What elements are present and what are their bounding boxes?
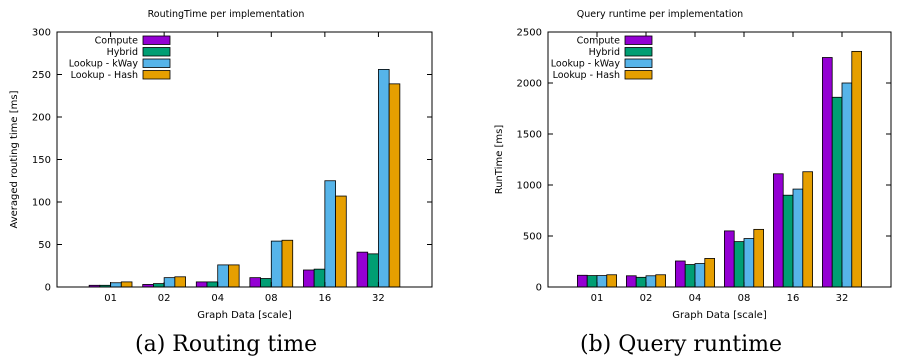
query-bar-compute-32 (821, 57, 833, 288)
routing-legend-swatch (142, 58, 171, 68)
routing-legend-label: Compute (95, 36, 138, 47)
routing-bar-compute-16 (303, 269, 315, 288)
query-legend-swatch (624, 35, 653, 45)
query-bar-lookup-hash-32 (851, 50, 862, 288)
query-bar-lookup-kway-04 (694, 263, 706, 288)
routing-bar-lookup-hash-04 (228, 264, 240, 288)
query-xtick-label: 16 (787, 293, 800, 304)
routing-bar-lookup-hash-32 (388, 83, 401, 288)
query-legend-label: Compute (577, 36, 620, 47)
query-yaxis-label: RunTime [ms] (494, 125, 505, 195)
routing-xtick-label: 02 (158, 293, 171, 304)
query-bar-lookup-kway-16 (792, 188, 804, 288)
routing-legend-label: Hybrid (107, 47, 138, 58)
query-bar-compute-04 (674, 260, 686, 288)
routing-bar-lookup-hash-16 (335, 195, 347, 288)
query-bar-lookup-kway-32 (841, 82, 853, 288)
routing-xtick-label: 16 (318, 293, 331, 304)
query-legend-label: Hybrid (589, 47, 620, 58)
caption-routing-time: (a) Routing time (135, 332, 318, 357)
routing-ytick-label: 0 (45, 283, 51, 294)
query-legend-label: Lookup - kWay (551, 59, 621, 70)
routing-bar-lookup-kway-08 (270, 240, 283, 288)
routing-legend-swatch (142, 35, 171, 45)
routing-ytick-label: 300 (32, 28, 51, 39)
query-xtick-label: 32 (836, 293, 849, 304)
routing-bar-lookup-kway-01 (110, 282, 122, 288)
query-plot-frame (547, 31, 892, 288)
query-ytick-label: 0 (536, 283, 542, 294)
caption-query-runtime: (b) Query runtime (580, 332, 783, 357)
query-bar-lookup-kway-02 (645, 275, 657, 288)
query-bar-compute-08 (723, 230, 735, 288)
query-bar-compute-01 (577, 274, 588, 288)
routing-legend-label: Lookup - kWay (69, 59, 139, 70)
query-legend-label: Lookup - Hash (553, 70, 620, 81)
query-legend-swatch (624, 70, 653, 80)
query-legend-swatch (624, 58, 653, 68)
query-bar-hybrid-04 (684, 264, 696, 288)
routing-ytick-label: 200 (32, 113, 51, 124)
query-bar-lookup-hash-16 (802, 171, 813, 288)
query-bar-lookup-hash-04 (704, 258, 716, 288)
routing-legend-label: Lookup - Hash (71, 70, 138, 81)
query-bar-lookup-kway-01 (596, 275, 608, 288)
query-ytick-label: 2000 (517, 79, 542, 90)
routing-ytick-label: 150 (32, 155, 51, 166)
query-bar-lookup-hash-02 (655, 274, 667, 288)
query-legend-swatch (624, 47, 653, 57)
routing-bar-lookup-kway-02 (163, 277, 176, 288)
query-bar-hybrid-32 (831, 96, 843, 288)
query-bar-hybrid-08 (733, 241, 745, 288)
query-ytick-label: 1500 (517, 130, 542, 141)
query-xaxis-label: Graph Data [scale] (672, 310, 767, 321)
query-bar-lookup-hash-01 (606, 274, 618, 288)
routing-bar-lookup-hash-01 (120, 281, 133, 288)
routing-xtick-label: 04 (211, 293, 224, 304)
routing-xtick-label: 08 (265, 293, 278, 304)
query-bar-compute-16 (772, 173, 784, 288)
routing-bar-hybrid-02 (153, 283, 165, 288)
query-ytick-label: 1000 (517, 181, 542, 192)
routing-bar-compute-04 (195, 281, 208, 288)
query-bar-lookup-kway-08 (743, 238, 755, 288)
query-xtick-label: 01 (591, 293, 604, 304)
routing-plot-frame (56, 31, 433, 288)
routing-chart-title: RoutingTime per implementation (148, 9, 305, 20)
routing-bar-compute-08 (249, 277, 261, 288)
routing-bar-hybrid-16 (313, 268, 326, 288)
routing-bar-hybrid-08 (260, 278, 272, 288)
query-ytick-label: 2500 (517, 28, 542, 39)
routing-xaxis-label: Graph Data [scale] (197, 310, 292, 321)
routing-ytick-label: 100 (32, 198, 51, 209)
routing-bar-lookup-kway-32 (378, 69, 390, 288)
query-bar-hybrid-01 (586, 275, 598, 288)
routing-bar-lookup-hash-08 (281, 239, 294, 288)
routing-bar-hybrid-04 (206, 281, 219, 288)
routing-bar-hybrid-32 (367, 253, 379, 288)
routing-xtick-label: 32 (372, 293, 385, 304)
query-runtime-chart: Query runtime per implementation 0 500 1000… (494, 9, 892, 321)
routing-bar-lookup-hash-02 (174, 276, 186, 288)
query-chart-title: Query runtime per implementation (577, 9, 743, 20)
query-bar-hybrid-16 (782, 194, 794, 288)
query-bar-lookup-hash-08 (753, 228, 764, 288)
routing-ytick-label: 250 (32, 70, 51, 81)
query-xtick-label: 08 (738, 293, 751, 304)
query-xtick-label: 02 (640, 293, 653, 304)
routing-time-chart: RoutingTime per implementation 0 50 100 150 2… (9, 9, 433, 321)
routing-legend-swatch (142, 47, 171, 57)
query-bar-compute-02 (625, 275, 637, 288)
routing-ytick-label: 50 (38, 240, 51, 251)
routing-bar-compute-32 (356, 251, 369, 288)
routing-legend-swatch (142, 70, 171, 80)
query-bar-hybrid-02 (635, 276, 647, 288)
query-ytick-label: 500 (523, 232, 542, 243)
routing-bar-lookup-kway-04 (217, 264, 229, 288)
routing-xtick-label: 01 (104, 293, 117, 304)
routing-yaxis-label: Averaged routing time [ms] (9, 90, 20, 228)
query-xtick-label: 04 (689, 293, 702, 304)
routing-bar-lookup-kway-16 (324, 180, 336, 288)
